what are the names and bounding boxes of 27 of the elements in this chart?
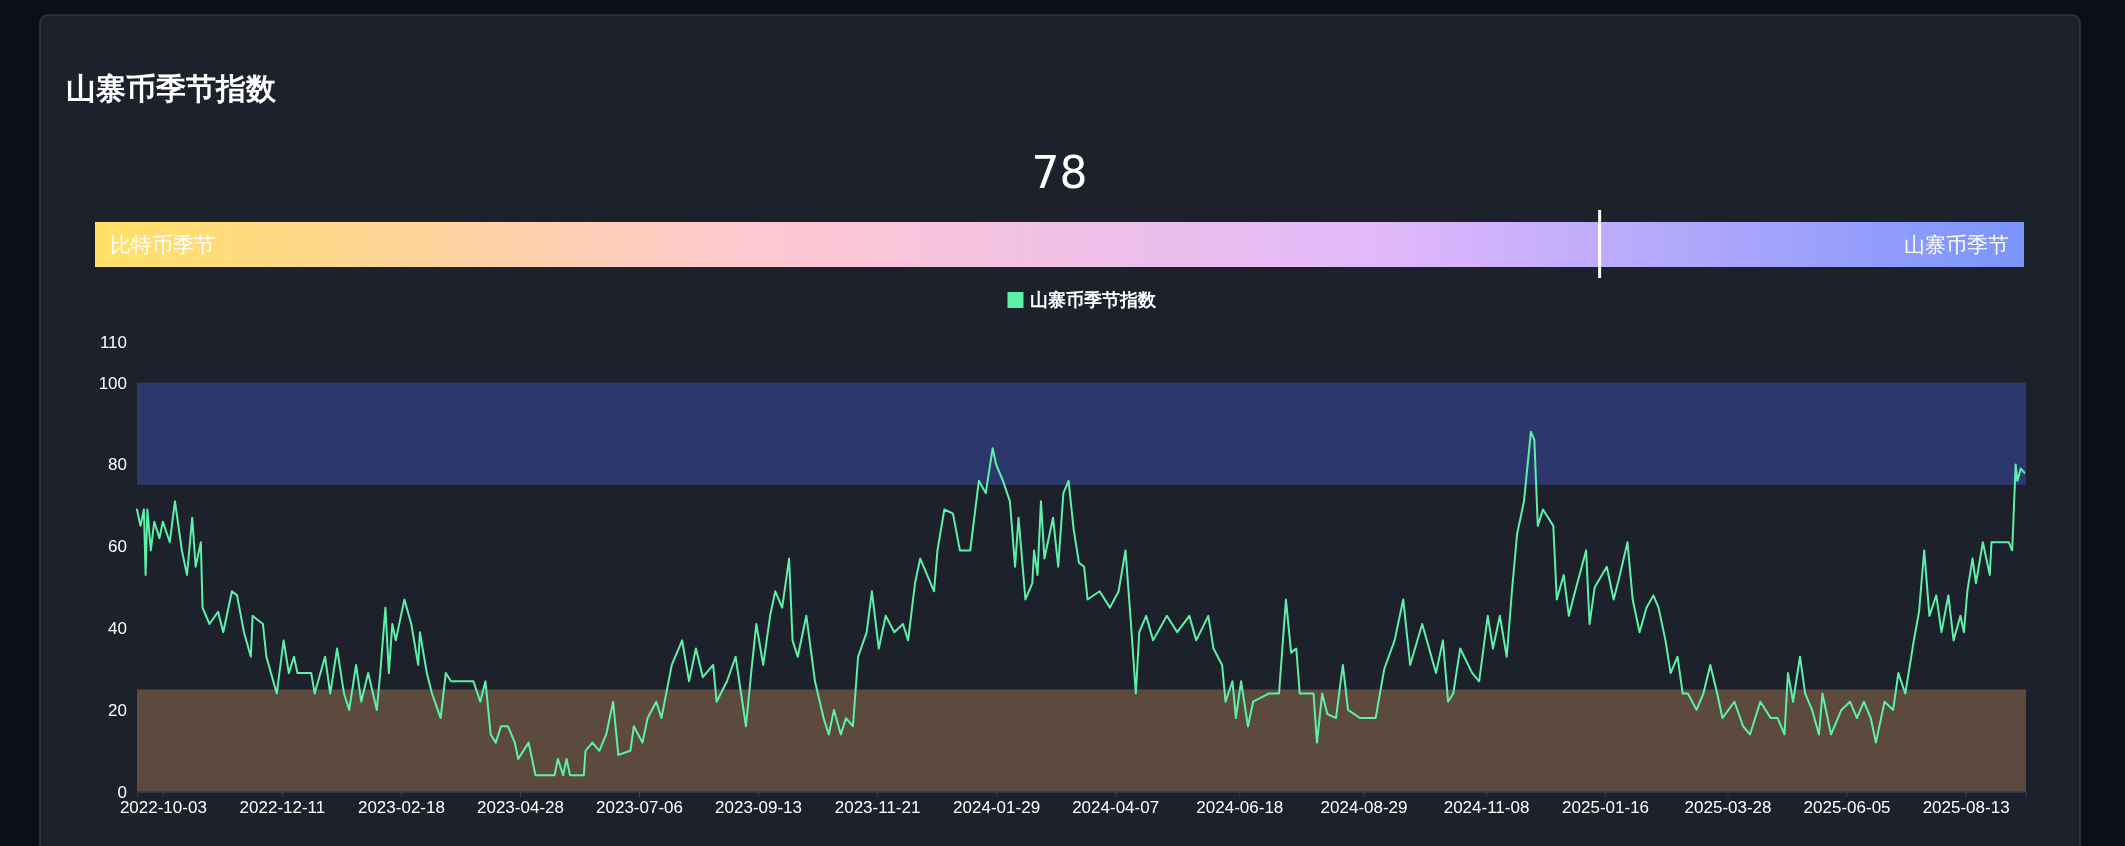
x-tick-label: 2025-08-13 bbox=[1922, 797, 2010, 817]
x-tick-label: 2025-03-28 bbox=[1684, 797, 1772, 817]
text: 山寨币季节指数 bbox=[66, 71, 277, 106]
legend-label: 山寨币季节指数 bbox=[1029, 289, 1157, 310]
x-tick-label: 2023-04-28 bbox=[476, 797, 564, 817]
y-tick-label: 60 bbox=[108, 537, 127, 557]
text: 比特币季节 bbox=[110, 233, 215, 257]
x-tick-label: 2023-07-06 bbox=[596, 797, 683, 817]
x-tick-label: 2023-02-18 bbox=[357, 797, 445, 817]
x-tick-label: 2024-11-08 bbox=[1443, 797, 1530, 817]
x-tick-label: 2023-09-13 bbox=[715, 797, 803, 817]
y-tick-label: 40 bbox=[108, 619, 127, 639]
y-tick-label: 20 bbox=[108, 700, 127, 720]
x-tick-label: 2024-04-07 bbox=[1072, 797, 1160, 817]
text: 山寨币季节 bbox=[1904, 233, 2009, 257]
x-tick-label: 2022-12-11 bbox=[239, 797, 326, 817]
y-tick-label: 110 bbox=[99, 332, 127, 352]
line-series bbox=[136, 430, 2026, 777]
x-tick-label: 2024-06-18 bbox=[1196, 797, 1284, 817]
x-tick-label: 2024-01-29 bbox=[953, 797, 1041, 817]
x-tick-label: 2025-06-05 bbox=[1803, 797, 1891, 817]
x-tick-label: 2024-08-29 bbox=[1320, 797, 1408, 817]
x-tick-label: 2025-01-16 bbox=[1562, 797, 1650, 817]
x-tick-label: 2023-11-21 bbox=[834, 797, 921, 817]
y-tick-label: 100 bbox=[98, 373, 127, 393]
y-tick-label: 80 bbox=[108, 455, 127, 475]
data-label: 78 bbox=[1031, 147, 1088, 198]
